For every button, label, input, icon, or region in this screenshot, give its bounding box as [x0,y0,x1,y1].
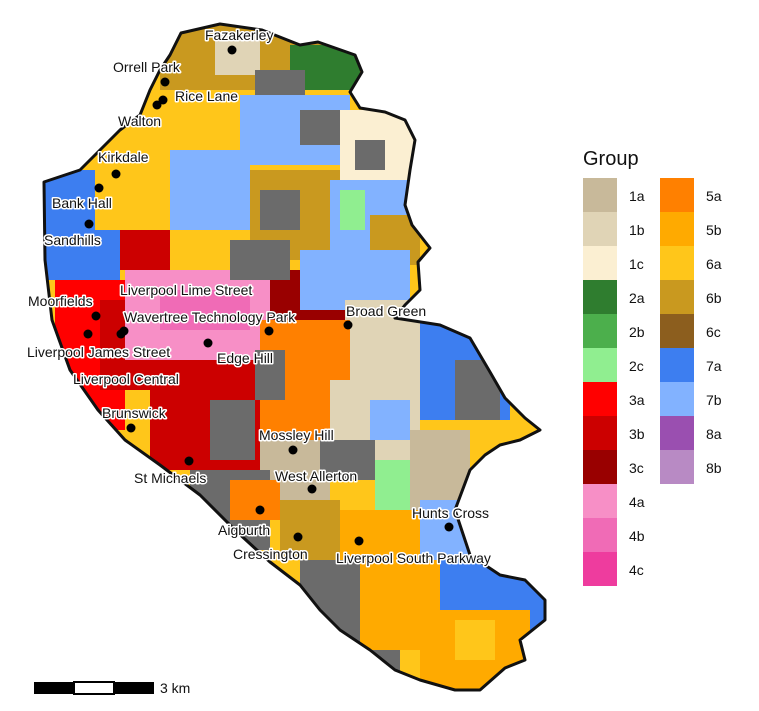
station-dot-fazakerley [227,45,237,55]
station-label-hunts-cross: Hunts Cross [412,505,489,521]
station-label-bank-hall: Bank Hall [52,195,112,211]
station-label-liverpool-south-parkway: Liverpool South Parkway [336,550,491,566]
legend-label-7b: 7b [706,392,722,408]
legend-swatch-3c [583,450,617,484]
legend-label-2b: 2b [629,324,645,340]
legend-swatch-6c [660,314,694,348]
station-dot-st-michaels [184,456,194,466]
legend-swatch-6b [660,280,694,314]
station-label-rice-lane: Rice Lane [175,88,238,104]
station-dot-west-allerton [307,484,317,494]
station-dot-rice-lane [158,95,168,105]
legend-swatch-4a [583,484,617,518]
city-boundary [42,22,547,692]
legend-label-6c: 6c [706,324,721,340]
station-label-mossley-hill: Mossley Hill [259,427,334,443]
legend-label-1b: 1b [629,222,645,238]
station-dot-moorfields [91,311,101,321]
station-label-brunswick: Brunswick [102,405,167,421]
legend-label-7a: 7a [706,358,722,374]
scale-bar-segment-1 [34,682,74,694]
scale-bar: 3 km [34,680,190,696]
legend-swatch-3b [583,416,617,450]
station-label-cressington: Cressington [233,546,308,562]
legend-swatch-7a [660,348,694,382]
legend-swatch-2a [583,280,617,314]
legend-swatch-5a [660,178,694,212]
station-dot-cressington [293,532,303,542]
station-dot-wavertree-technology-park [264,326,274,336]
legend-label-3b: 3b [629,426,645,442]
station-label-orrell-park: Orrell Park [113,59,181,75]
legend-label-4b: 4b [629,528,645,544]
legend-label-2c: 2c [629,358,644,374]
legend-label-6b: 6b [706,290,722,306]
station-label-kirkdale: Kirkdale [98,149,149,165]
legend-label-5b: 5b [706,222,722,238]
scale-bar-label: 3 km [160,680,190,696]
legend: Group 1a 1b 1c 2a 2b 2c 3a 3b 3c 4a 4b 4c 5a 5b 6a 6b 6c… [583,148,722,586]
legend-label-4c: 4c [629,562,644,578]
legend-label-1c: 1c [629,256,644,272]
legend-swatch-4b [583,518,617,552]
station-label-liverpool-james-street: Liverpool James Street [27,344,170,360]
scale-bar-segment-2 [73,681,115,695]
station-dot-bank-hall [94,183,104,193]
legend-swatch-8a [660,416,694,450]
legend-label-8b: 8b [706,460,722,476]
legend-label-3a: 3a [629,392,645,408]
station-label-broad-green: Broad Green [346,303,426,319]
legend-swatch-5b [660,212,694,246]
station-dot-liverpool-central [116,329,126,339]
station-dot-walton [152,100,162,110]
legend-swatch-1c [583,246,617,280]
legend-label-6a: 6a [706,256,722,272]
legend-swatch-7b [660,382,694,416]
stations-layer: Fazakerley Orrell Park Rice Lane Walton Kirk… [26,26,493,568]
station-dot-broad-green [343,320,353,330]
station-dot-edge-hill [203,338,213,348]
station-dot-orrell-park [160,77,170,87]
legend-swatch-6a [660,246,694,280]
legend-label-3c: 3c [629,460,644,476]
legend-swatch-4c [583,552,617,586]
legend-swatch-1a [583,178,617,212]
station-label-wavertree-technology-park: Wavertree Technology Park [124,309,296,325]
station-label-sandhills: Sandhills [44,232,101,248]
legend-swatch-3a [583,382,617,416]
scale-bar-segment-3 [114,682,154,694]
station-dot-sandhills [84,219,94,229]
legend-title: Group [583,148,639,170]
legend-label-5a: 5a [706,188,722,204]
station-label-walton: Walton [118,113,161,129]
station-label-edge-hill: Edge Hill [217,350,273,366]
station-label-liverpool-central: Liverpool Central [73,371,179,387]
station-dot-liverpool-james-street [83,329,93,339]
station-label-st-michaels: St Michaels [134,470,206,486]
legend-swatch-1b [583,212,617,246]
station-dot-brunswick [126,423,136,433]
legend-label-4a: 4a [629,494,645,510]
station-dot-aigburth [255,505,265,515]
station-label-fazakerley: Fazakerley [205,27,273,43]
legend-label-2a: 2a [629,290,645,306]
station-dot-liverpool-south-parkway [354,536,364,546]
station-label-west-allerton: West Allerton [275,468,357,484]
legend-label-1a: 1a [629,188,645,204]
station-label-aigburth: Aigburth [218,522,270,538]
station-dot-hunts-cross [444,522,454,532]
legend-swatch-2b [583,314,617,348]
station-label-moorfields: Moorfields [28,293,93,309]
station-label-liverpool-lime-street: Liverpool Lime Street [120,282,252,298]
legend-swatch-2c [583,348,617,382]
legend-label-8a: 8a [706,426,722,442]
legend-swatch-8b [660,450,694,484]
station-dot-mossley-hill [288,445,298,455]
station-dot-kirkdale [111,169,121,179]
